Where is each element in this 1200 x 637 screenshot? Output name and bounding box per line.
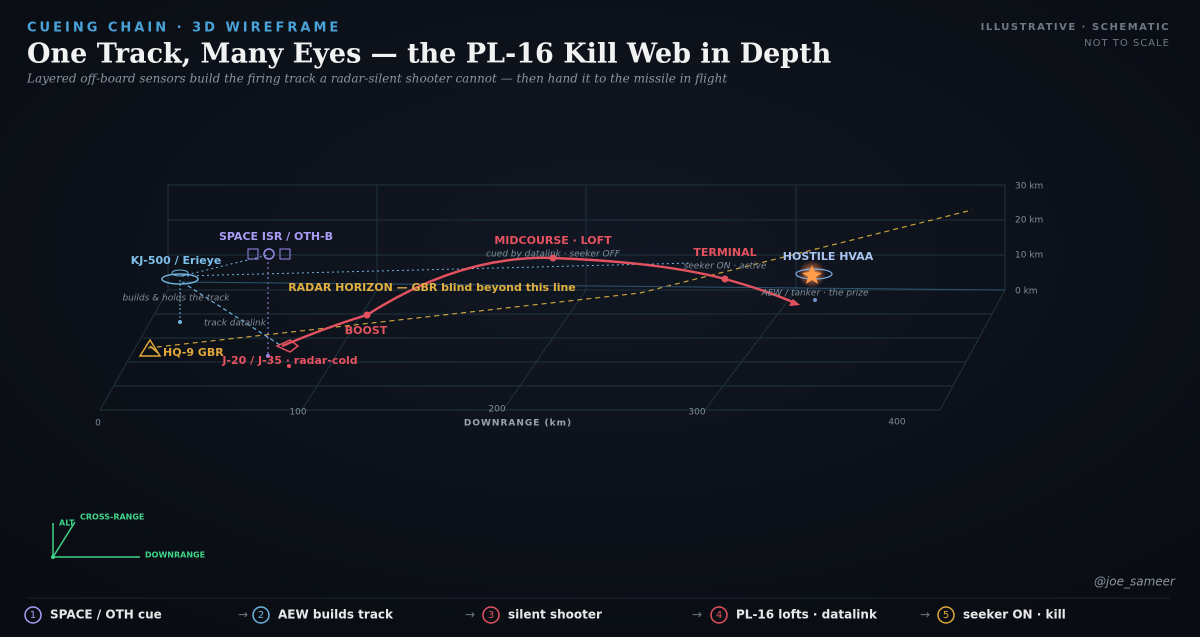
compass-label: CROSS-RANGE xyxy=(80,513,144,522)
node-label: BOOST xyxy=(345,324,388,337)
step-arrow: → xyxy=(465,608,475,622)
x-axis-label: DOWNRANGE (km) xyxy=(464,419,572,429)
alt-tick: 20 km xyxy=(1015,216,1043,226)
node-label: SPACE ISR / OTH-B xyxy=(219,230,333,243)
node-label: TERMINAL xyxy=(693,246,756,259)
subtitle: Layered off-board sensors build the firi… xyxy=(26,72,727,86)
step-label: seeker ON · kill xyxy=(963,608,1066,622)
node-label: HOSTILE HVAA xyxy=(783,250,874,263)
node-label: KJ-500 / Erieye xyxy=(131,254,222,267)
kicker: CUEING CHAIN · 3D WIREFRAME xyxy=(27,21,341,36)
compass-label: DOWNRANGE xyxy=(145,551,205,560)
node-note: builds & holds the track xyxy=(122,294,230,304)
node-note: seeker ON · active xyxy=(684,262,767,272)
step-arrow: → xyxy=(692,608,702,622)
step-number: 5 xyxy=(943,610,949,621)
credit: @joe_sameer xyxy=(1094,575,1176,589)
x-tick: 200 xyxy=(488,405,505,415)
node-label: J-20 / J-35 · radar-cold xyxy=(221,354,357,367)
alt-tick: 10 km xyxy=(1015,251,1043,261)
compass xyxy=(51,521,140,559)
x-tick: 0 xyxy=(95,419,101,429)
badge: ILLUSTRATIVE · SCHEMATIC xyxy=(981,22,1170,33)
step-number: 2 xyxy=(258,610,264,621)
node-label: MIDCOURSE · LOFT xyxy=(494,234,612,247)
link-label: track datalink xyxy=(204,319,267,329)
x-tick: 400 xyxy=(888,418,905,428)
node-note: AEW / tanker · the prize xyxy=(760,289,869,299)
horizon-label: RADAR HORIZON — GBR blind beyond this li… xyxy=(288,281,576,294)
step-arrow: → xyxy=(920,608,930,622)
icons xyxy=(138,248,833,368)
node-note: cued by datalink · seeker OFF xyxy=(486,250,621,260)
steps: 1 SPACE / OTH cue → 2 AEW builds track →… xyxy=(24,606,1066,624)
compass-label: ALT xyxy=(59,519,75,528)
node-label: HQ-9 GBR xyxy=(163,346,224,359)
alt-tick: 0 km xyxy=(1015,287,1038,297)
links xyxy=(147,209,1006,355)
missile-path xyxy=(281,254,800,348)
step-label: SPACE / OTH cue xyxy=(50,608,162,622)
step-arrow: → xyxy=(238,608,248,622)
alt-tick: 30 km xyxy=(1015,182,1043,192)
x-tick: 300 xyxy=(688,408,705,418)
title: One Track, Many Eyes — the PL-16 Kill We… xyxy=(27,39,832,70)
step-number: 4 xyxy=(716,610,722,621)
step-label: silent shooter xyxy=(508,608,602,622)
step-label: PL-16 lofts · datalink xyxy=(736,608,878,622)
step-number: 3 xyxy=(488,610,494,621)
x-tick: 100 xyxy=(289,408,306,418)
step-label: AEW builds track xyxy=(278,608,394,622)
badge-note: NOT TO SCALE xyxy=(1084,38,1170,49)
step-number: 1 xyxy=(30,610,36,621)
